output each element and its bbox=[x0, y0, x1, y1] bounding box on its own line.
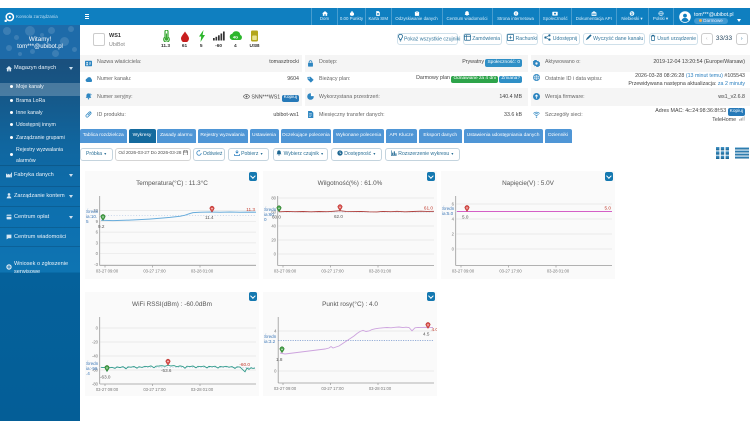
svg-text:03-27 09:00: 03-27 09:00 bbox=[96, 269, 119, 274]
svg-text:-40: -40 bbox=[92, 354, 99, 359]
svg-text:ia:-56: ia:-56 bbox=[86, 366, 98, 371]
svg-text:3: 3 bbox=[96, 240, 99, 245]
svg-text:03-27 17:00: 03-27 17:00 bbox=[321, 386, 344, 391]
svg-text:ia:3.2: ia:3.2 bbox=[264, 339, 276, 344]
svg-text:6: 6 bbox=[452, 202, 455, 207]
svg-text:0: 0 bbox=[96, 326, 99, 331]
svg-text:20: 20 bbox=[271, 238, 276, 243]
svg-text:ia:10.: ia:10. bbox=[86, 214, 97, 219]
svg-text:4.5: 4.5 bbox=[423, 332, 430, 337]
svg-text:-3: -3 bbox=[94, 262, 98, 267]
svg-text:-80: -80 bbox=[92, 382, 99, 387]
svg-text:2: 2 bbox=[452, 232, 455, 237]
svg-text:-53.6: -53.6 bbox=[161, 368, 172, 373]
svg-text:4: 4 bbox=[274, 329, 277, 334]
svg-text:9: 9 bbox=[96, 219, 99, 224]
svg-text:-63.0: -63.0 bbox=[100, 375, 111, 380]
svg-text:03-27 17:00: 03-27 17:00 bbox=[143, 387, 166, 392]
svg-text:12: 12 bbox=[93, 208, 98, 213]
svg-text:40: 40 bbox=[271, 224, 276, 229]
svg-text:Średn: Średn bbox=[264, 332, 277, 339]
svg-text:62.0: 62.0 bbox=[334, 214, 343, 219]
svg-text:03-28 01:00: 03-28 01:00 bbox=[369, 386, 392, 391]
svg-text:5.0: 5.0 bbox=[462, 215, 469, 220]
svg-text:0: 0 bbox=[274, 252, 277, 257]
svg-text:03-27 09:00: 03-27 09:00 bbox=[96, 387, 119, 392]
svg-text:-20: -20 bbox=[92, 340, 99, 345]
svg-text:03-28 01:00: 03-28 01:00 bbox=[191, 387, 214, 392]
svg-text:4: 4 bbox=[452, 217, 455, 222]
svg-text:.4: .4 bbox=[86, 371, 90, 376]
svg-text:4G: 4G bbox=[233, 35, 238, 40]
svg-text:11.4: 11.4 bbox=[205, 215, 214, 220]
svg-text:03-28 01:00: 03-28 01:00 bbox=[369, 269, 392, 274]
svg-text:Średn: Średn bbox=[86, 359, 99, 366]
svg-text:e: e bbox=[515, 11, 517, 15]
svg-text:6: 6 bbox=[96, 230, 99, 235]
svg-text:0: 0 bbox=[264, 217, 267, 222]
svg-text:Średn: Średn bbox=[264, 205, 277, 212]
svg-text:1.8: 1.8 bbox=[276, 357, 283, 362]
svg-text:Średn: Średn bbox=[442, 204, 455, 211]
svg-text:0: 0 bbox=[274, 369, 277, 374]
svg-text:03-27 09:00: 03-27 09:00 bbox=[274, 269, 297, 274]
svg-text:03-27 09:00: 03-27 09:00 bbox=[274, 386, 297, 391]
svg-text:11.3: 11.3 bbox=[246, 207, 255, 212]
svg-text:-60.0: -60.0 bbox=[239, 362, 250, 367]
svg-text:5: 5 bbox=[86, 219, 89, 224]
svg-text:0: 0 bbox=[96, 251, 99, 256]
svg-text:03-27 17:00: 03-27 17:00 bbox=[321, 269, 344, 274]
svg-text:-60: -60 bbox=[92, 368, 99, 373]
svg-text:80: 80 bbox=[271, 196, 276, 201]
svg-text:Średn: Średn bbox=[86, 207, 99, 214]
svg-text:ia:5.0: ia:5.0 bbox=[442, 211, 454, 216]
svg-text:03-28 01:00: 03-28 01:00 bbox=[191, 269, 214, 274]
svg-text:61.0: 61.0 bbox=[424, 206, 434, 211]
svg-text:03-27 09:00: 03-27 09:00 bbox=[452, 269, 475, 274]
svg-text:0: 0 bbox=[452, 247, 455, 252]
svg-text:60.0: 60.0 bbox=[272, 215, 281, 220]
svg-text:60: 60 bbox=[271, 210, 276, 215]
svg-text:03-28 01:00: 03-28 01:00 bbox=[547, 269, 570, 274]
svg-text:ia:60.: ia:60. bbox=[264, 212, 275, 217]
svg-text:9.2: 9.2 bbox=[98, 224, 105, 229]
svg-text:03-27 17:00: 03-27 17:00 bbox=[499, 269, 522, 274]
svg-text:03-27 17:00: 03-27 17:00 bbox=[143, 269, 166, 274]
svg-text:4.0: 4.0 bbox=[432, 327, 438, 332]
svg-text:5.0: 5.0 bbox=[604, 206, 611, 211]
